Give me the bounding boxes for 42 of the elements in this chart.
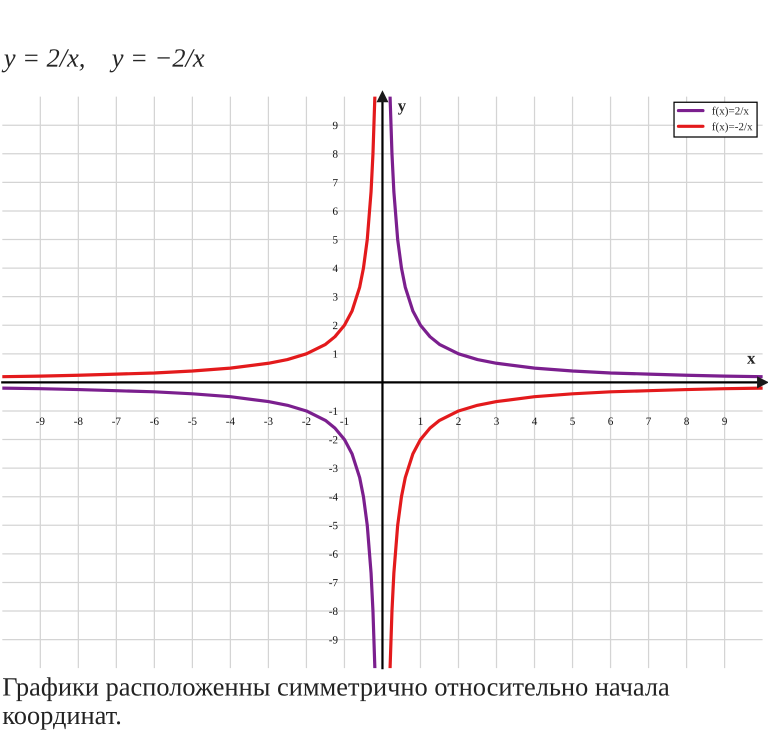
y-tick-label: -6 <box>329 550 338 558</box>
x-tick-label: 1 <box>418 418 423 425</box>
y-tick-label: -1 <box>329 408 338 415</box>
x-tick-label: 6 <box>608 417 614 425</box>
x-axis-title: x <box>747 356 756 364</box>
y-tick-label: 8 <box>332 150 338 158</box>
legend-label: f(x)=-2/x <box>712 122 752 133</box>
x-tick-label: 4 <box>532 418 538 425</box>
text: Графики расположенны симметрично относительно начала координат. <box>2 677 670 730</box>
x-tick-label: 2 <box>456 417 461 425</box>
y-tick-label: 5 <box>333 236 338 244</box>
y-axis-title: y <box>398 103 406 115</box>
x-tick-label: -7 <box>112 418 121 425</box>
x-tick-label: 7 <box>646 418 652 425</box>
x-tick-label: -5 <box>188 418 197 425</box>
y-tick-label: -7 <box>329 579 338 586</box>
x-tick-label: 9 <box>722 417 727 425</box>
x-tick-label: -8 <box>74 417 83 425</box>
y-tick-label: 9 <box>332 122 338 130</box>
x-tick-label: 3 <box>494 417 499 425</box>
x-tick-label: -1 <box>340 418 348 425</box>
x-tick-label: -4 <box>226 418 235 425</box>
x-tick-label: -2 <box>302 417 310 425</box>
y-tick-label: 1 <box>333 350 338 358</box>
chart-title: y = 2/x, y = −2/x <box>2 49 204 72</box>
y-tick-label: 4 <box>332 264 338 272</box>
x-tick-label: 5 <box>570 418 575 425</box>
y-tick-label: -4 <box>329 493 338 501</box>
y-tick-label: 7 <box>333 178 338 186</box>
x-tick-label: -3 <box>264 417 273 425</box>
y-tick-label: -8 <box>329 607 338 615</box>
y-tick-label: 2 <box>332 322 338 330</box>
x-tick-label: -6 <box>150 417 159 425</box>
y-tick-label: 6 <box>332 207 338 215</box>
y-tick-label: -5 <box>329 522 338 530</box>
legend-label: f(x)=2/x <box>712 106 749 117</box>
y-tick-label: -9 <box>329 636 338 644</box>
x-tick-label: -9 <box>36 417 44 425</box>
y-tick-label: -3 <box>329 464 338 472</box>
x-tick-label: 8 <box>684 417 689 425</box>
y-tick-label: 3 <box>332 293 338 301</box>
y-tick-label: -2 <box>329 436 338 444</box>
